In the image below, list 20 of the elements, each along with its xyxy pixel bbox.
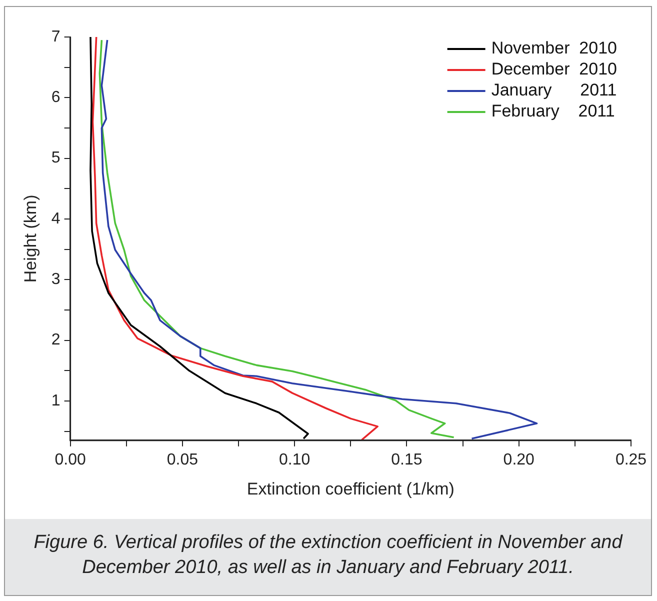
x-tick-label: 0.25 <box>615 451 647 468</box>
caption: Figure 6. Vertical profiles of the extinction coefficient in November and December 2010, as well as in January and February 2011. <box>5 519 651 595</box>
y-tick-label: 2 <box>51 332 60 349</box>
x-tick-label: 0.15 <box>391 451 422 468</box>
x-axis-title: Extinction coefficient (1/km) <box>246 479 454 498</box>
y-tick-label: 5 <box>51 150 60 167</box>
y-tick-label: 4 <box>51 210 60 228</box>
x-tick-label: 0.10 <box>279 451 310 468</box>
legend-label: February 2011 <box>491 102 615 121</box>
x-tick-label: 0.20 <box>503 451 535 468</box>
y-tick-label: 6 <box>51 89 60 106</box>
y-tick-label: 7 <box>51 28 60 46</box>
y-tick-label: 3 <box>51 271 60 288</box>
y-axis-title: Height (km) <box>20 194 40 283</box>
legend-label: January 2011 <box>491 80 617 100</box>
legend-label: December 2010 <box>491 60 618 79</box>
x-tick-label: 0.05 <box>166 451 198 468</box>
legend-label: November 2010 <box>491 38 618 58</box>
y-tick-label: 1 <box>51 392 60 410</box>
x-tick-label: 0.00 <box>54 451 86 468</box>
